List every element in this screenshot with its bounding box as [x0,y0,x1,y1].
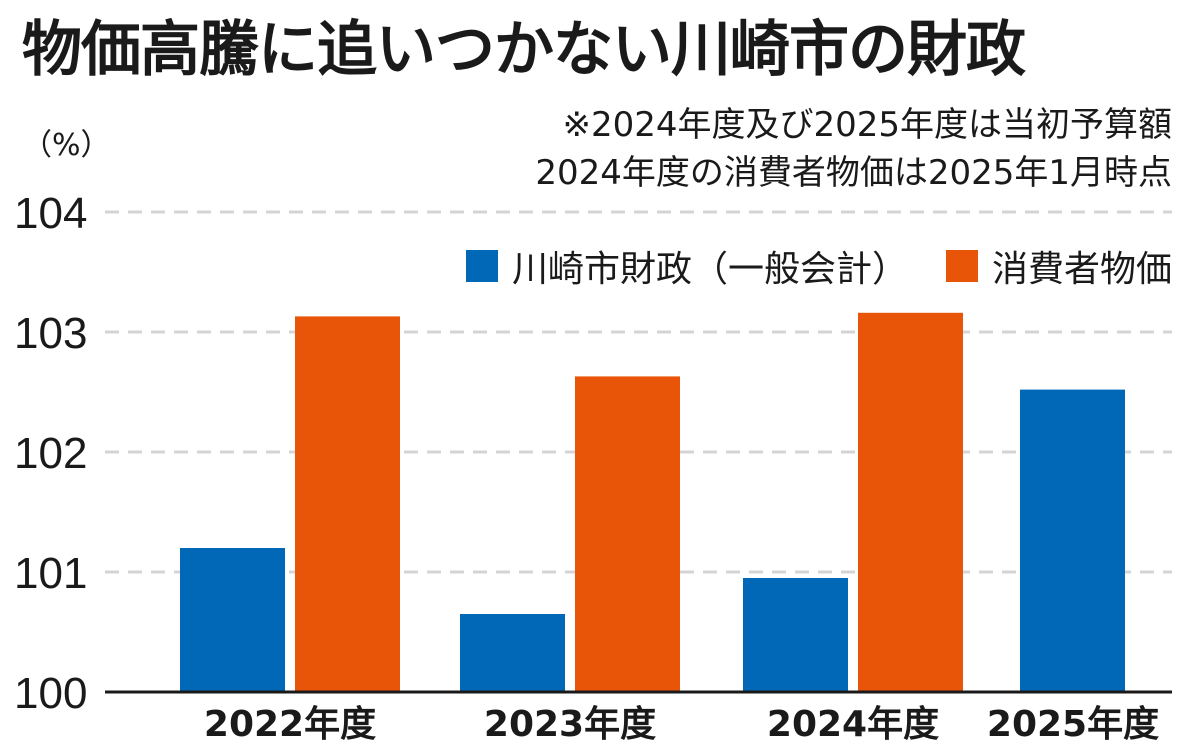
x-tick-label-3: 2024年度 [767,704,939,745]
legend-label-cpi: 消費者物価 [991,249,1172,290]
y-axis-unit-label: （%） [22,128,111,163]
y-tick-label-103: 103 [14,309,87,358]
y-tick-label-101: 101 [14,549,87,598]
legend: 川崎市財政（一般会計） 消費者物価 [465,240,1172,292]
legend-item-finance: 川崎市財政（一般会計） [465,240,908,292]
bar-finance-3 [743,578,848,692]
y-tick-label-104: 104 [14,189,87,238]
bar-cpi-3 [858,312,963,692]
chart-title: 物価高騰に追いつかない川崎市の財政 [22,15,1026,85]
bar-cpi-2 [575,376,680,692]
y-tick-label-102: 102 [14,429,87,478]
legend-swatch-finance [465,250,498,282]
bar-finance-4 [1020,389,1125,692]
legend-item-cpi: 消費者物価 [945,240,1172,292]
x-tick-label-1: 2022年度 [204,704,376,745]
bar-cpi-1 [295,316,400,692]
legend-swatch-cpi [945,250,978,282]
y-tick-label-100: 100 [14,669,87,718]
footnote-cpi: 2024年度の消費者物価は2025年1月時点 [535,153,1172,193]
x-tick-label-4: 2025年度 [987,704,1159,745]
legend-label-finance: 川崎市財政（一般会計） [511,249,908,290]
footnote-budget: ※2024年度及び2025年度は当初予算額 [562,105,1172,145]
bar-finance-1 [180,548,285,692]
x-tick-label-2: 2023年度 [484,704,656,745]
bar-finance-2 [460,614,565,692]
